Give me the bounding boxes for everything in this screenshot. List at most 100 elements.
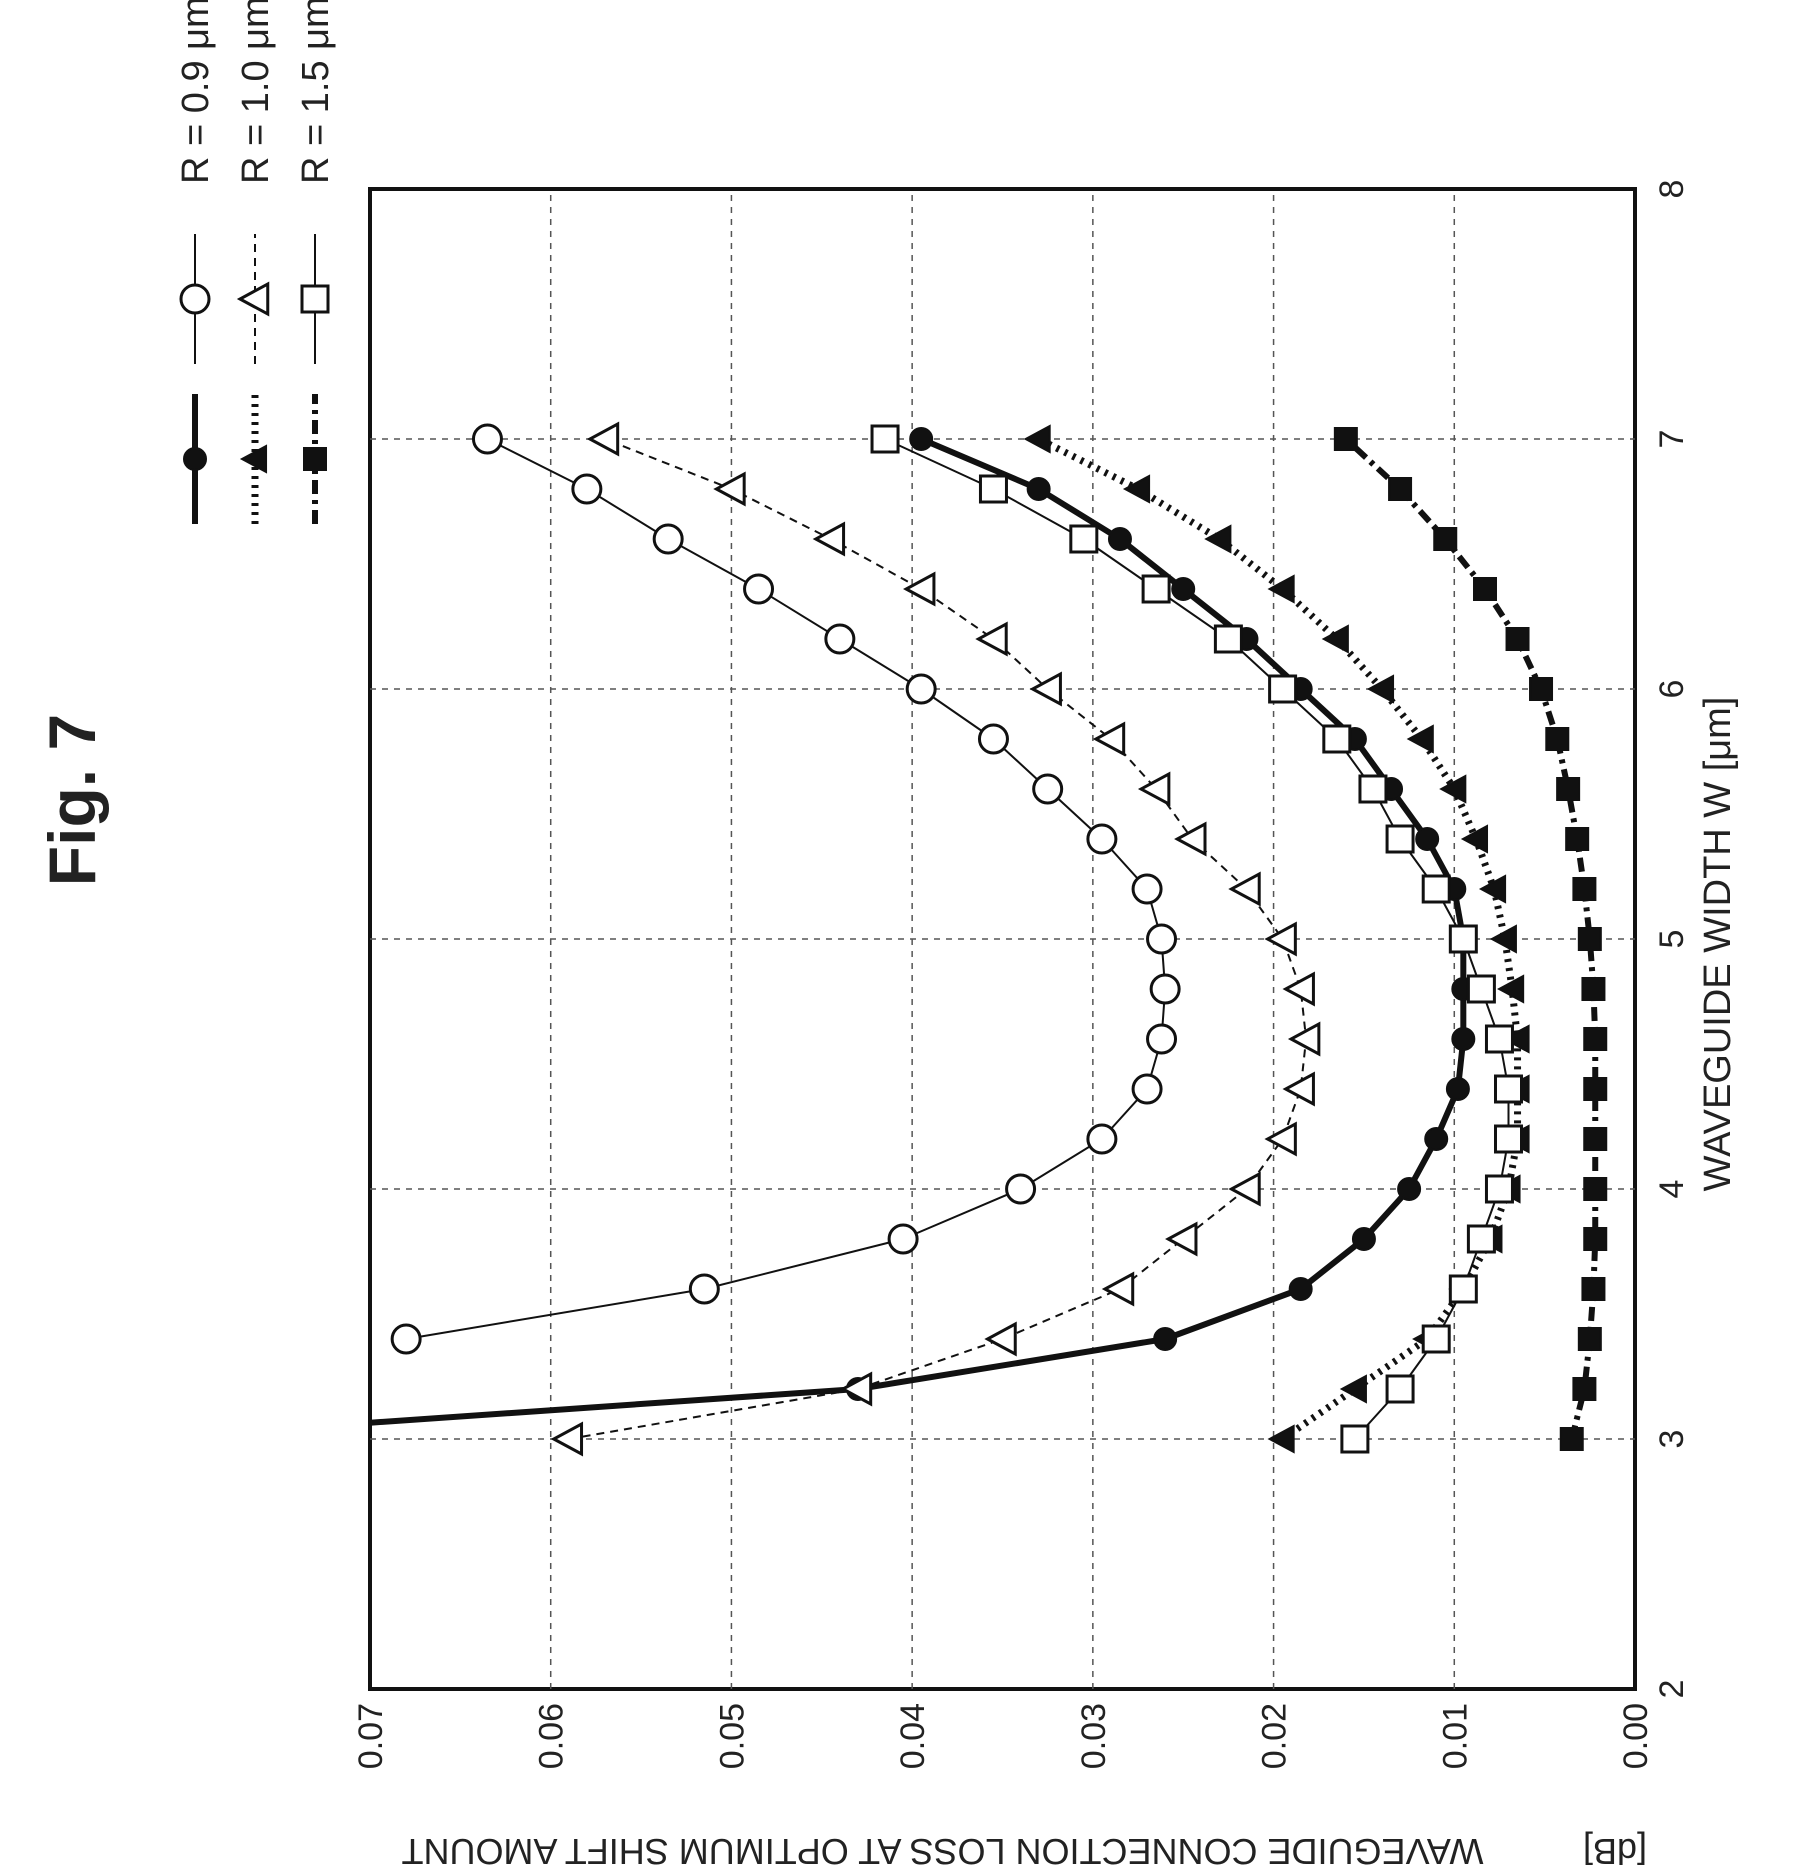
- data-point-filled-circle: [1026, 477, 1051, 501]
- data-point-filled-triangle: [1406, 724, 1434, 754]
- data-point-open-circle: [1086, 1123, 1118, 1155]
- x-tick-label: 5: [1653, 930, 1691, 949]
- data-point-filled-circle: [1351, 1227, 1376, 1251]
- data-point-filled-square: [1529, 677, 1554, 701]
- data-point-open-triangle: [839, 1371, 873, 1407]
- data-point-filled-square: [1577, 1327, 1602, 1351]
- data-point-filled-square: [1559, 1427, 1584, 1451]
- legend-label: R = 0.9 μm: [175, 0, 217, 184]
- data-point-filled-square: [1433, 527, 1458, 551]
- data-point-open-triangle: [1264, 1121, 1297, 1157]
- data-point-open-circle: [571, 473, 603, 505]
- x-axis-label: WAVEGUIDE WIDTH W [μm]: [1697, 697, 1739, 1192]
- x-tick-labels: 2 3 4 5 6 7 8: [1653, 180, 1691, 1699]
- data-point-open-square: [1466, 974, 1496, 1004]
- data-point-filled-square: [1505, 627, 1530, 651]
- data-point-open-circle: [905, 673, 937, 705]
- data-point-filled-square: [1581, 1277, 1606, 1301]
- data-point-open-circle: [1005, 1173, 1037, 1205]
- y-axis-label-group: WAVEGUIDE CONNECTION LOSS AT OPTIMUM SHI…: [401, 1831, 1647, 1872]
- data-point-open-circle: [179, 283, 211, 315]
- x-tick-label: 8: [1653, 180, 1691, 199]
- data-point-open-square: [1421, 874, 1451, 904]
- y-tick-label: 0.02: [1256, 1703, 1294, 1769]
- data-point-open-triangle: [1165, 1221, 1198, 1257]
- grid-layer: [370, 189, 1635, 1689]
- data-point-open-square: [1494, 1124, 1523, 1154]
- series-line: [370, 436, 1467, 1442]
- y-tick-labels: 0.00 0.01 0.02 0.03 0.04 0.05 0.06 0.07: [352, 1703, 1655, 1769]
- data-point-filled-square: [1333, 427, 1358, 451]
- data-point-open-square: [1466, 1224, 1496, 1254]
- data-point-open-square: [1421, 1324, 1451, 1354]
- data-point-open-circle: [1086, 823, 1118, 855]
- data-point-open-circle: [1146, 1023, 1178, 1055]
- data-point-open-circle: [652, 523, 684, 555]
- data-point-open-triangle: [1228, 871, 1261, 907]
- series-line: [405, 438, 1167, 1340]
- data-point-filled-square: [1565, 827, 1590, 851]
- data-point-filled-triangle: [1267, 1424, 1295, 1454]
- data-point-open-circle: [743, 573, 775, 605]
- data-point-open-circle: [1032, 773, 1064, 805]
- data-point-open-square: [1385, 1374, 1415, 1404]
- data-point-open-triangle: [1282, 1071, 1315, 1107]
- data-point-filled-circle: [1107, 527, 1132, 551]
- data-point-filled-circle: [183, 447, 207, 471]
- data-point-open-triangle: [812, 521, 846, 557]
- data-point-open-triangle: [984, 1321, 1017, 1357]
- data-point-filled-triangle: [1366, 674, 1395, 704]
- data-point-open-triangle: [550, 1421, 584, 1457]
- data-point-filled-triangle: [1439, 774, 1467, 804]
- legend: R = 0.9 μm R = 1.0 μm R = 1.5 μm: [175, 0, 337, 524]
- data-point-open-circle: [471, 423, 503, 455]
- data-point-filled-square: [1572, 877, 1597, 901]
- y-tick-label: 0.00: [1617, 1703, 1655, 1769]
- data-point-open-square: [1268, 674, 1298, 704]
- series-layer: [370, 421, 1608, 1457]
- x-tick-label: 3: [1653, 1430, 1691, 1449]
- data-point-filled-triangle: [1122, 474, 1151, 504]
- data-point-open-triangle: [236, 281, 270, 317]
- data-point-filled-square: [1572, 1377, 1597, 1401]
- data-point-filled-circle: [1288, 1277, 1313, 1301]
- y-tick-label: 0.05: [713, 1703, 751, 1769]
- data-point-filled-triangle: [1489, 924, 1517, 954]
- data-point-filled-triangle: [1267, 574, 1295, 604]
- data-point-filled-circle: [1397, 1177, 1422, 1201]
- data-point-filled-square: [1583, 1027, 1608, 1051]
- data-point-open-square: [870, 424, 900, 454]
- data-point-open-circle: [824, 623, 856, 655]
- series-open-triangle: [550, 421, 1321, 1457]
- data-point-open-square: [1448, 1274, 1478, 1304]
- data-point-open-circle: [887, 1223, 919, 1255]
- x-tick-label: 7: [1653, 430, 1691, 449]
- series-filled-square: [1333, 427, 1608, 1451]
- y-axis-unit: [dB]: [1583, 1831, 1647, 1872]
- data-point-open-square: [1069, 524, 1099, 554]
- data-point-filled-triangle: [1460, 824, 1489, 854]
- data-point-filled-square: [1583, 1127, 1608, 1151]
- data-point-open-circle: [977, 723, 1009, 755]
- y-tick-label: 0.04: [894, 1703, 932, 1769]
- data-point-open-square: [1322, 724, 1352, 754]
- data-point-filled-square: [303, 447, 327, 471]
- data-point-open-triangle: [713, 471, 746, 507]
- data-point-open-square: [1494, 1074, 1523, 1104]
- data-point-open-square: [1385, 824, 1415, 854]
- data-point-filled-triangle: [1339, 1374, 1367, 1404]
- data-point-open-triangle: [975, 621, 1008, 657]
- data-point-open-triangle: [1282, 971, 1315, 1007]
- data-point-filled-triangle: [1478, 874, 1507, 904]
- data-point-filled-circle: [1153, 1327, 1178, 1351]
- y-axis-label: WAVEGUIDE CONNECTION LOSS AT OPTIMUM SHI…: [401, 1831, 1483, 1872]
- data-point-filled-square: [1545, 727, 1570, 751]
- data-point-filled-triangle: [1204, 524, 1232, 554]
- data-point-open-triangle: [586, 421, 620, 457]
- data-point-open-square: [1448, 924, 1478, 954]
- data-point-filled-triangle: [1502, 1024, 1530, 1054]
- data-point-open-triangle: [1264, 921, 1297, 957]
- data-point-open-triangle: [1174, 821, 1207, 857]
